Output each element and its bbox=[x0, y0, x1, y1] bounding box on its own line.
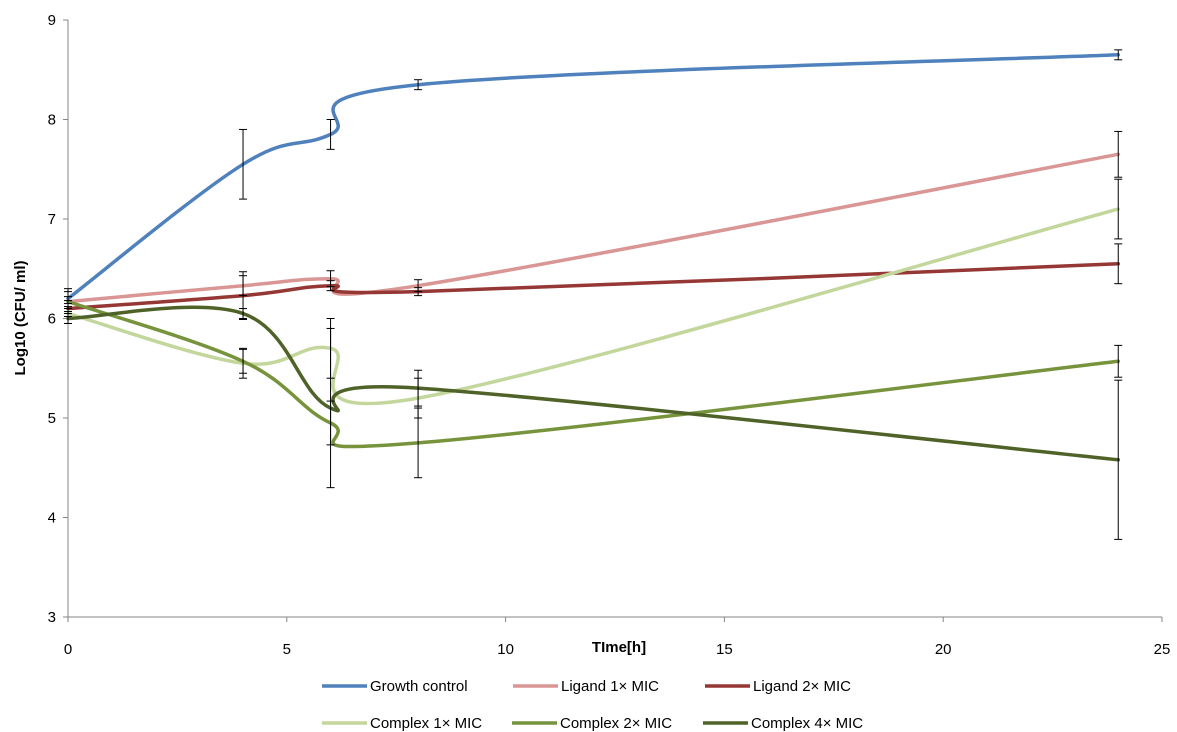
y-ticks: 3 4 5 6 7 8 9 bbox=[48, 12, 68, 626]
y-tick-label: 4 bbox=[48, 510, 56, 527]
legend-item: Complex 1× MIC bbox=[322, 715, 482, 732]
x-tick-label: 20 bbox=[935, 641, 952, 658]
legend-label: Growth control bbox=[370, 678, 468, 695]
error-bar bbox=[1114, 243, 1123, 285]
series-line bbox=[66, 299, 1120, 449]
error-bar bbox=[239, 128, 248, 200]
y-tick-label: 3 bbox=[48, 609, 56, 626]
series-line bbox=[66, 207, 1120, 406]
legend-label: Complex 4× MIC bbox=[751, 715, 863, 732]
legend-item: Growth control bbox=[322, 678, 468, 695]
error-bars bbox=[64, 49, 1123, 540]
series-line bbox=[66, 305, 1120, 462]
y-tick-label: 5 bbox=[48, 410, 56, 427]
legend-label: Complex 1× MIC bbox=[370, 715, 482, 732]
error-bar bbox=[326, 327, 335, 489]
error-bar bbox=[1114, 379, 1123, 540]
error-bar bbox=[1114, 130, 1123, 178]
legend: Growth control Ligand 1× MIC Ligand 2× MIC… bbox=[322, 678, 863, 732]
error-bar bbox=[64, 296, 72, 308]
series-line bbox=[66, 53, 1120, 301]
error-bar bbox=[239, 308, 248, 319]
error-bar bbox=[1114, 344, 1123, 378]
error-bar bbox=[414, 369, 423, 407]
legend-label: Ligand 1× MIC bbox=[561, 678, 659, 695]
x-ticks: 0 5 10 15 20 25 bbox=[64, 617, 1171, 658]
x-tick-label: 5 bbox=[283, 641, 291, 658]
error-bar bbox=[414, 287, 423, 297]
legend-label: Ligand 2× MIC bbox=[753, 678, 851, 695]
x-tick-label: 10 bbox=[497, 641, 514, 658]
x-axis-title: TIme[h] bbox=[592, 639, 646, 656]
error-bar bbox=[414, 79, 423, 91]
error-bar bbox=[239, 348, 248, 374]
error-bar bbox=[64, 313, 72, 324]
legend-item: Ligand 1× MIC bbox=[513, 678, 659, 695]
y-tick-label: 6 bbox=[48, 311, 56, 328]
x-tick-label: 0 bbox=[64, 641, 72, 658]
legend-item: Complex 4× MIC bbox=[703, 715, 863, 732]
y-axis-title: Log10 (CFU/ ml) bbox=[12, 260, 29, 375]
x-tick-label: 25 bbox=[1154, 641, 1171, 658]
x-tick-label: 15 bbox=[716, 641, 733, 658]
error-bar bbox=[1114, 178, 1123, 240]
y-tick-label: 7 bbox=[48, 211, 56, 228]
series-layer bbox=[66, 53, 1120, 462]
legend-label: Complex 2× MIC bbox=[560, 715, 672, 732]
error-bar bbox=[326, 119, 335, 150]
legend-item: Ligand 2× MIC bbox=[705, 678, 851, 695]
legend-item: Complex 2× MIC bbox=[512, 715, 672, 732]
error-bar bbox=[414, 407, 423, 479]
axes: 3 4 5 6 7 8 9 0 5 10 15 20 25 bbox=[48, 12, 1171, 658]
y-tick-label: 8 bbox=[48, 112, 56, 129]
error-bar bbox=[326, 280, 335, 292]
error-bar bbox=[1114, 49, 1123, 61]
y-tick-label: 9 bbox=[48, 12, 56, 29]
